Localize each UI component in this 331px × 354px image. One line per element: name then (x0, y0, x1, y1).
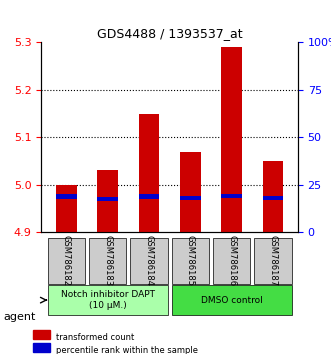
FancyBboxPatch shape (255, 238, 292, 284)
Bar (263, 161, 283, 232)
FancyBboxPatch shape (130, 238, 167, 284)
Text: Notch inhibitor DAPT
(10 μM.): Notch inhibitor DAPT (10 μM.) (61, 290, 155, 310)
Bar (180, 152, 201, 232)
Bar (221, 47, 242, 232)
FancyBboxPatch shape (89, 238, 126, 284)
Text: GSM786183: GSM786183 (103, 235, 112, 286)
Text: GSM786187: GSM786187 (268, 235, 278, 286)
Text: percentile rank within the sample: percentile rank within the sample (56, 346, 198, 354)
Bar (180, 196, 201, 200)
Bar (263, 196, 283, 200)
Bar (221, 194, 242, 199)
FancyBboxPatch shape (48, 238, 85, 284)
FancyBboxPatch shape (172, 285, 292, 315)
Bar (56, 185, 76, 232)
FancyBboxPatch shape (48, 285, 167, 315)
Bar (97, 196, 118, 201)
FancyBboxPatch shape (172, 238, 209, 284)
Bar (97, 171, 118, 232)
Text: DMSO control: DMSO control (201, 296, 262, 305)
Bar (139, 194, 159, 199)
Text: GSM786182: GSM786182 (62, 235, 71, 286)
Text: GSM786184: GSM786184 (144, 235, 154, 286)
Title: GDS4488 / 1393537_at: GDS4488 / 1393537_at (97, 27, 242, 40)
Bar (139, 114, 159, 232)
FancyBboxPatch shape (213, 238, 250, 284)
Text: GSM786185: GSM786185 (186, 235, 195, 286)
Text: GSM786186: GSM786186 (227, 235, 236, 286)
Text: agent: agent (3, 312, 36, 322)
Bar (56, 194, 76, 199)
Text: transformed count: transformed count (56, 332, 134, 342)
